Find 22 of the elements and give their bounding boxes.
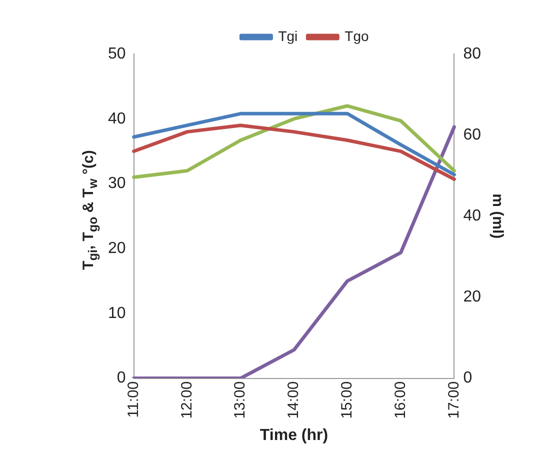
y-tick-label: 50 xyxy=(108,45,126,62)
x-tick-label: 15:00 xyxy=(338,381,356,419)
y-tick-label: 10 xyxy=(108,304,126,322)
x-axis-title: Time (hr) xyxy=(260,426,328,444)
y-tick-label: 30 xyxy=(108,175,126,192)
x-tick-label: 16:00 xyxy=(392,381,409,419)
y-tick-label: 0 xyxy=(116,370,126,387)
y2-axis-title: m (ml) xyxy=(488,194,506,239)
y2-tick-label: 80 xyxy=(463,45,482,62)
x-tick-label: 14:00 xyxy=(285,381,302,419)
y2-tick-label: 60 xyxy=(463,126,482,144)
x-tick-label: 11:00 xyxy=(124,381,142,418)
legend-label: Tgi xyxy=(278,28,298,44)
y-tick-label: 40 xyxy=(108,110,126,128)
legend-label: Tgo xyxy=(344,28,369,44)
x-tick-label: 13:00 xyxy=(232,381,249,419)
y2-tick-label: 0 xyxy=(463,370,472,387)
x-tick-label: 12:00 xyxy=(178,381,196,419)
y-tick-label: 20 xyxy=(108,240,126,257)
y2-tick-label: 20 xyxy=(463,288,482,306)
x-tick-label: 17:00 xyxy=(445,381,462,419)
y2-tick-label: 40 xyxy=(463,208,482,225)
